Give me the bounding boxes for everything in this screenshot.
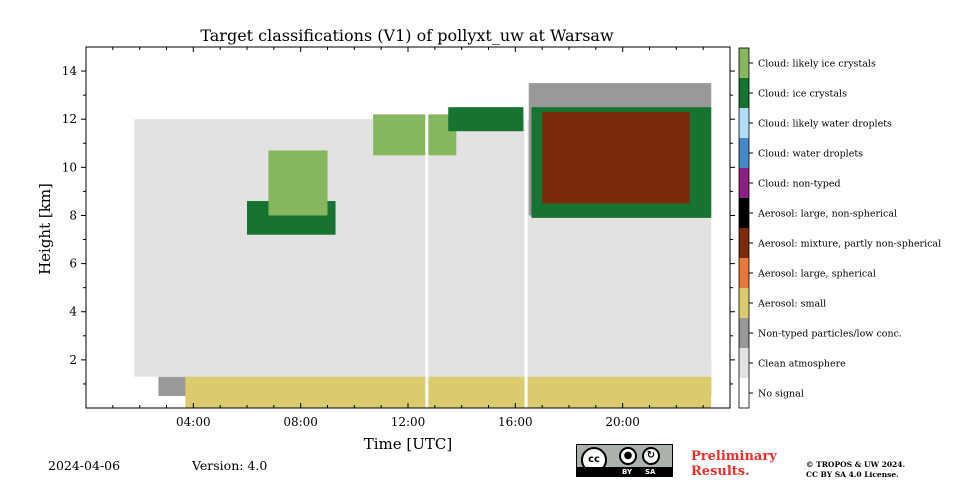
legend-swatch (739, 198, 749, 228)
legend-label: Cloud: water droplets (758, 149, 863, 160)
class-region-10 (542, 111, 690, 204)
legend-swatch (739, 168, 749, 198)
x-axis-label: Time [UTC] (364, 435, 453, 453)
legend-label: Cloud: likely ice crystals (758, 59, 876, 70)
y-tick-label: 8 (69, 208, 77, 222)
legend-swatch (739, 48, 749, 78)
y-axis-label: Height [km] (36, 183, 54, 275)
legend-label: Aerosol: large, non-spherical (757, 209, 897, 220)
creative-commons-icon: cc ● ↻ BY SA (576, 444, 673, 477)
x-tick-label: 04:00 (176, 415, 211, 429)
x-tick-label: 12:00 (391, 415, 426, 429)
legend-label: Cloud: likely water droplets (758, 119, 892, 130)
legend-label: Aerosol: large, spherical (757, 269, 876, 280)
legend-label: Aerosol: small (757, 299, 826, 310)
class-region-7 (373, 114, 457, 156)
preliminary-line-1: Preliminary (691, 449, 777, 464)
legend-swatch (739, 138, 749, 168)
legend-label: Cloud: non-typed (758, 179, 841, 190)
gap-line-1 (524, 47, 528, 408)
sa-label: SA (645, 468, 656, 476)
legend-swatch (739, 258, 749, 288)
y-tick-label: 6 (69, 257, 77, 271)
version-label: Version: 4.0 (192, 458, 268, 473)
by-label: BY (622, 468, 633, 476)
legend-swatch (739, 348, 749, 378)
preliminary-line-2: Results. (691, 464, 750, 479)
class-region-6 (268, 150, 328, 216)
date-label: 2024-04-06 (48, 458, 121, 473)
class-colorbar: No signal Clean atmosphere Non-typed parti… (738, 47, 941, 409)
attribution-icon: ● (619, 447, 637, 465)
legend-swatch (739, 108, 749, 138)
legend-label: Clean atmosphere (758, 359, 846, 370)
legend-label: Aerosol: mixture, partly non-spherical (757, 239, 941, 250)
y-tick-label: 14 (62, 64, 78, 78)
y-tick-label: 10 (62, 160, 77, 174)
legend-swatch (739, 288, 749, 318)
legend-label: No signal (758, 389, 804, 400)
legend-swatch (739, 228, 749, 258)
legend-label: Non-typed particles/low conc. (758, 329, 902, 340)
y-tick-label: 12 (62, 112, 77, 126)
legend-swatch (739, 78, 749, 108)
chart-title: Target classifications (V1) of pollyxt_u… (200, 26, 614, 45)
gap-line-2 (425, 47, 429, 408)
x-tick-label: 20:00 (605, 415, 640, 429)
legend-label: Cloud: ice crystals (758, 89, 847, 100)
copyright-note: © TROPOS & UW 2024. CC BY SA 4.0 License… (806, 460, 905, 480)
colorbar-frame (738, 47, 750, 409)
x-tick-label: 08:00 (283, 415, 318, 429)
class-region-8 (448, 107, 524, 132)
plot-area (86, 47, 730, 408)
legend-swatch (739, 378, 749, 408)
share-alike-icon: ↻ (642, 447, 660, 465)
cc-badge-text: cc (588, 454, 600, 465)
x-tick-label: 16:00 (498, 415, 533, 429)
legend-swatch (739, 318, 749, 348)
preliminary-results-note: Preliminary Results. (691, 449, 777, 479)
license-band (577, 467, 672, 476)
copyright-line-1: © TROPOS & UW 2024. (806, 460, 906, 469)
axes: 04:00 08:00 12:00 16:00 20:00 2 4 6 8 10 12 14 (62, 46, 735, 429)
y-tick-label: 4 (69, 305, 77, 319)
y-tick-label: 2 (69, 353, 77, 367)
copyright-line-2: CC BY SA 4.0 License. (806, 470, 899, 479)
